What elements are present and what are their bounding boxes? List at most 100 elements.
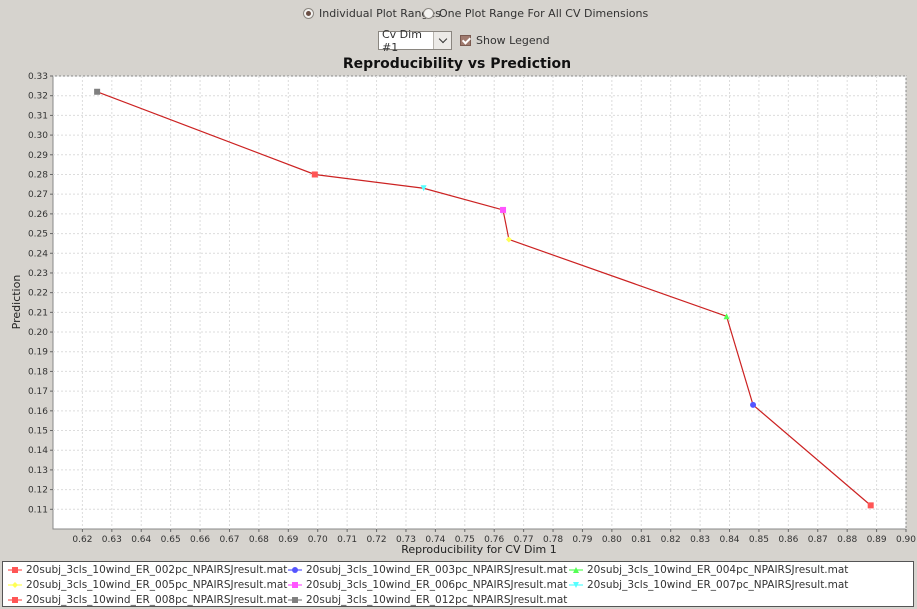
x-tick-label: 0.78	[543, 535, 563, 545]
x-tick-label: 0.65	[161, 535, 181, 545]
x-tick-label: 0.69	[278, 535, 298, 545]
legend-marker-icon	[573, 567, 579, 573]
legend-label: 20subj_3cls_10wind_ER_003pc_NPAIRSJresul…	[306, 564, 568, 576]
chart: Reproducibility vs Prediction 0.62 0.63 0.…	[10, 56, 916, 556]
y-tick-label: 0.32	[28, 92, 48, 102]
reproducibility-prediction-line	[96, 91, 872, 506]
y-tick-label: 0.17	[28, 387, 48, 397]
radio-one-range[interactable]: One Plot Range For All CV Dimensions	[423, 7, 648, 20]
x-axis: 0.62 0.63 0.64 0.65 0.66 0.67 0.68 0.69 0.70 0.71…	[72, 529, 916, 545]
legend-label: 20subj_3cls_10wind_ER_005pc_NPAIRSJresul…	[26, 579, 288, 591]
y-axis: 0.11 0.12 0.13 0.14 0.15 0.16 0.17 0.18 0.19 0.20…	[28, 72, 53, 515]
show-legend-checkbox[interactable]: Show Legend	[460, 34, 550, 47]
x-tick-label: 0.77	[514, 535, 534, 545]
radio-selected-icon	[303, 8, 314, 19]
legend-marker-icon	[12, 597, 18, 603]
x-tick-label: 0.71	[337, 535, 357, 545]
x-tick-label: 0.76	[484, 535, 504, 545]
y-tick-label: 0.14	[28, 446, 48, 456]
legend-swatch-icon	[288, 597, 302, 603]
x-tick-label: 0.83	[690, 535, 710, 545]
x-tick-label: 0.81	[631, 535, 651, 545]
y-tick-label: 0.23	[28, 269, 48, 279]
y-tick-label: 0.31	[28, 111, 48, 121]
y-tick-label: 0.22	[28, 289, 48, 299]
legend-swatch-icon	[569, 567, 583, 573]
legend-label: 20subj_3cls_10wind_ER_008pc_NPAIRSJresul…	[26, 594, 288, 606]
y-tick-label: 0.33	[28, 72, 48, 82]
x-tick-label: 0.86	[778, 535, 798, 545]
x-tick-label: 0.68	[249, 535, 269, 545]
legend-item: 20subj_3cls_10wind_ER_007pc_NPAIRSJresul…	[569, 579, 848, 591]
data-point	[420, 185, 427, 192]
legend-swatch-icon	[8, 582, 22, 588]
x-tick-label: 0.80	[602, 535, 622, 545]
data-point	[723, 313, 730, 320]
legend-marker-icon	[12, 567, 18, 573]
legend-label: 20subj_3cls_10wind_ER_006pc_NPAIRSJresul…	[306, 579, 568, 591]
x-tick-label: 0.88	[837, 535, 857, 545]
cv-dim-dropdown-value: Cv Dim #1	[382, 27, 422, 54]
data-point	[867, 502, 874, 509]
x-tick-label: 0.63	[102, 535, 122, 545]
x-tick-label: 0.85	[749, 535, 769, 545]
legend-marker-icon	[292, 597, 298, 603]
x-tick-label: 0.75	[455, 535, 475, 545]
legend-marker-icon	[12, 582, 18, 588]
legend-item: 20subj_3cls_10wind_ER_008pc_NPAIRSJresul…	[8, 594, 287, 606]
legend-swatch-icon	[288, 582, 302, 588]
legend-marker-icon	[573, 582, 579, 588]
x-tick-label: 0.73	[396, 535, 416, 545]
y-tick-label: 0.29	[28, 151, 48, 161]
y-tick-label: 0.19	[28, 348, 48, 358]
y-tick-label: 0.16	[28, 407, 48, 417]
series-markers	[94, 88, 874, 509]
data-point	[500, 206, 507, 213]
x-tick-label: 0.87	[808, 535, 828, 545]
y-tick-label: 0.26	[28, 210, 48, 220]
y-tick-label: 0.12	[28, 486, 48, 496]
legend-item: 20subj_3cls_10wind_ER_003pc_NPAIRSJresul…	[288, 564, 567, 576]
y-tick-label: 0.28	[28, 170, 48, 180]
x-tick-label: 0.62	[72, 535, 92, 545]
legend-item: 20subj_3cls_10wind_ER_002pc_NPAIRSJresul…	[8, 564, 287, 576]
x-tick-label: 0.72	[367, 535, 387, 545]
y-tick-label: 0.25	[28, 230, 48, 240]
x-axis-label: Reproducibility for CV Dim 1	[401, 543, 557, 556]
data-point	[94, 88, 101, 95]
legend-label: 20subj_3cls_10wind_ER_007pc_NPAIRSJresul…	[587, 579, 849, 591]
legend: 20subj_3cls_10wind_ER_002pc_NPAIRSJresul…	[2, 561, 914, 607]
legend-item: 20subj_3cls_10wind_ER_005pc_NPAIRSJresul…	[8, 579, 287, 591]
x-tick-label: 0.79	[572, 535, 592, 545]
legend-swatch-icon	[288, 567, 302, 573]
checkbox-checked-icon	[460, 35, 471, 46]
chevron-down-icon[interactable]	[433, 32, 451, 49]
y-tick-label: 0.21	[28, 308, 48, 318]
y-tick-label: 0.15	[28, 427, 48, 437]
data-point	[750, 401, 757, 408]
legend-swatch-icon	[8, 567, 22, 573]
legend-marker-icon	[292, 567, 298, 573]
grid	[53, 75, 907, 529]
x-tick-label: 0.74	[425, 535, 445, 545]
y-tick-label: 0.18	[28, 367, 48, 377]
legend-label: 20subj_3cls_10wind_ER_002pc_NPAIRSJresul…	[26, 564, 288, 576]
radio-individual-ranges[interactable]: Individual Plot Ranges	[303, 7, 441, 20]
legend-swatch-icon	[8, 597, 22, 603]
x-tick-label: 0.90	[896, 535, 916, 545]
radio-one-label: One Plot Range For All CV Dimensions	[439, 7, 649, 20]
legend-item: 20subj_3cls_10wind_ER_006pc_NPAIRSJresul…	[288, 579, 567, 591]
legend-label: 20subj_3cls_10wind_ER_004pc_NPAIRSJresul…	[587, 564, 849, 576]
x-tick-label: 0.66	[190, 535, 210, 545]
legend-marker-icon	[292, 582, 298, 588]
plot-area	[52, 75, 907, 530]
x-tick-label: 0.89	[867, 535, 887, 545]
y-tick-label: 0.20	[28, 328, 48, 338]
y-tick-label: 0.13	[28, 466, 48, 476]
show-legend-label: Show Legend	[476, 34, 550, 47]
x-tick-label: 0.82	[661, 535, 681, 545]
cv-dim-dropdown[interactable]: Cv Dim #1	[378, 28, 452, 54]
legend-label: 20subj_3cls_10wind_ER_012pc_NPAIRSJresul…	[306, 594, 568, 606]
series-line	[96, 91, 872, 506]
y-tick-label: 0.27	[28, 190, 48, 200]
